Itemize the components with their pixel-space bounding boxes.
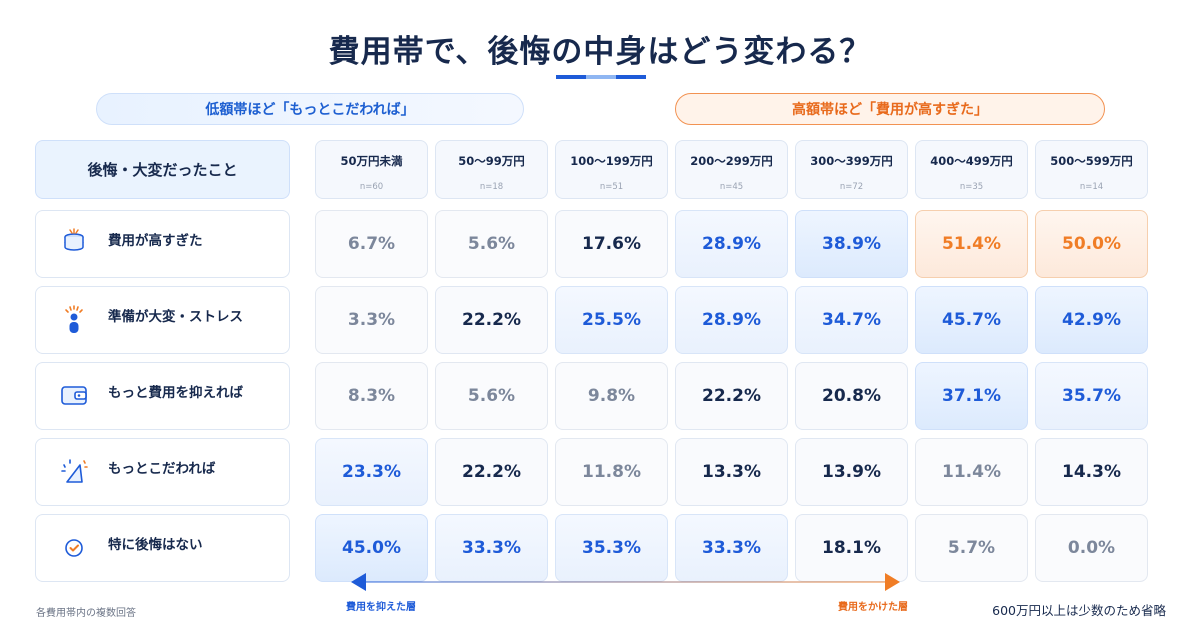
data-cell: 37.1%: [915, 362, 1028, 430]
data-cell: 9.8%: [555, 362, 668, 430]
footer-omit-note: 600万円以上は少数のため省略: [992, 603, 1166, 618]
data-cell: 14.3%: [1035, 438, 1148, 506]
page-title: 費用帯で、後悔の中身はどう変わる？: [328, 34, 872, 70]
column-header-label: 200〜299万円: [690, 154, 773, 168]
data-cell: 22.2%: [435, 438, 548, 506]
data-cell: 17.6%: [555, 210, 668, 278]
arrow-left-label: 費用を抑えた層: [346, 602, 416, 613]
data-cell: 38.9%: [795, 210, 908, 278]
row-label-text: 特に後悔はない: [108, 537, 203, 553]
footer-note: 各費用帯内の複数回答: [36, 608, 136, 619]
row-label-text: 準備が大変・ストレス: [108, 309, 243, 325]
row-label: 費用が高すぎた: [35, 210, 290, 278]
row-label-text: 費用が高すぎた: [108, 233, 203, 249]
coins-icon: [58, 227, 90, 259]
sample-size-label: n=18: [479, 182, 504, 192]
arrow-left-icon: [351, 573, 366, 591]
data-cell: 33.3%: [675, 514, 788, 582]
data-cell: 11.4%: [915, 438, 1028, 506]
sample-size-label: n=72: [839, 182, 864, 192]
data-cell: 5.7%: [915, 514, 1028, 582]
row-header: 後悔・大変だったこと: [35, 140, 290, 199]
title-underline: [556, 75, 646, 79]
data-cell: 51.4%: [915, 210, 1028, 278]
row-label: もっとこだわれば: [35, 438, 290, 506]
data-cell: 35.7%: [1035, 362, 1148, 430]
data-cell: 13.9%: [795, 438, 908, 506]
data-cell: 34.7%: [795, 286, 908, 354]
sample-size-label: n=45: [719, 182, 744, 192]
data-cell: 11.8%: [555, 438, 668, 506]
wallet-icon: [58, 379, 90, 411]
column-header: 400〜499万円 n=35: [915, 140, 1028, 199]
column-header-label: 500〜599万円: [1050, 154, 1133, 168]
data-cell: 23.3%: [315, 438, 428, 506]
data-cell: 8.3%: [315, 362, 428, 430]
column-header-label: 400〜499万円: [930, 154, 1013, 168]
column-header-label: 50万円未満: [340, 154, 403, 168]
sample-size-label: n=60: [359, 182, 384, 192]
sparkle-triangle-icon: [58, 455, 90, 487]
column-header: 100〜199万円 n=51: [555, 140, 668, 199]
sample-size-label: n=14: [1079, 182, 1104, 192]
data-cell: 13.3%: [675, 438, 788, 506]
column-header: 200〜299万円 n=45: [675, 140, 788, 199]
stressed-person-icon: [58, 303, 90, 335]
data-cell: 33.3%: [435, 514, 548, 582]
row-label: 特に後悔はない: [35, 514, 290, 582]
data-cell: 35.3%: [555, 514, 668, 582]
column-header-label: 50〜99万円: [458, 154, 525, 168]
data-cell: 22.2%: [435, 286, 548, 354]
high-band-label: 高額帯ほど「費用が高すぎた」: [675, 93, 1105, 125]
data-cell: 25.5%: [555, 286, 668, 354]
column-header: 50〜99万円 n=18: [435, 140, 548, 199]
column-header: 500〜599万円 n=14: [1035, 140, 1148, 199]
data-cell: 22.2%: [675, 362, 788, 430]
data-cell: 28.9%: [675, 286, 788, 354]
data-cell: 20.8%: [795, 362, 908, 430]
column-header: 50万円未満 n=60: [315, 140, 428, 199]
row-label: もっと費用を抑えれば: [35, 362, 290, 430]
arrow-right-icon: [885, 573, 900, 591]
column-header-label: 100〜199万円: [570, 154, 653, 168]
check-circle-icon: [58, 531, 90, 563]
low-band-label: 低額帯ほど「もっとこだわれば」: [96, 93, 524, 125]
column-header-label: 300〜399万円: [810, 154, 893, 168]
arrow-right-label: 費用をかけた層: [838, 602, 908, 613]
data-cell: 18.1%: [795, 514, 908, 582]
data-cell: 45.7%: [915, 286, 1028, 354]
data-cell: 5.6%: [435, 210, 548, 278]
row-label-text: もっと費用を抑えれば: [108, 385, 243, 401]
data-cell: 50.0%: [1035, 210, 1148, 278]
data-cell: 45.0%: [315, 514, 428, 582]
sample-size-label: n=35: [959, 182, 984, 192]
data-cell: 6.7%: [315, 210, 428, 278]
data-cell: 0.0%: [1035, 514, 1148, 582]
cost-arrow-line: [366, 581, 885, 583]
data-cell: 28.9%: [675, 210, 788, 278]
column-header: 300〜399万円 n=72: [795, 140, 908, 199]
sample-size-label: n=51: [599, 182, 624, 192]
data-cell: 5.6%: [435, 362, 548, 430]
data-cell: 42.9%: [1035, 286, 1148, 354]
data-cell: 3.3%: [315, 286, 428, 354]
row-label: 準備が大変・ストレス: [35, 286, 290, 354]
row-label-text: もっとこだわれば: [108, 461, 216, 477]
